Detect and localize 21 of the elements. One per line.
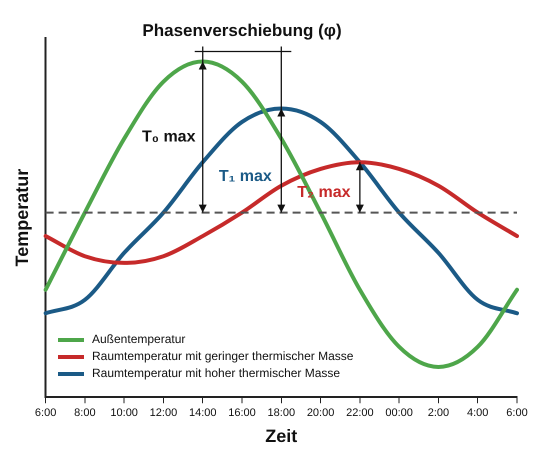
- x-tick-label: 22:00: [346, 406, 374, 419]
- legend-label: Raumtemperatur mit hoher thermischer Masse: [92, 365, 340, 382]
- x-axis-title: Zeit: [265, 426, 298, 446]
- legend-label: Raumtemperatur mit geringer thermischer Masse: [92, 348, 354, 365]
- x-tick-label: 6:00: [34, 406, 56, 419]
- x-tick-label: 2:00: [428, 406, 450, 419]
- text: Phasenverschiebung (φ): [142, 21, 342, 40]
- x-tick-label: 6:00: [506, 406, 528, 419]
- annotation: T₁ max: [218, 168, 272, 185]
- x-tick-label: 10:00: [110, 406, 138, 419]
- x-tick-label: 20:00: [306, 406, 334, 419]
- annotation: T₀ max: [142, 128, 196, 146]
- x-tick-label: 18:00: [268, 406, 296, 419]
- x-tick-label: 16:00: [228, 406, 256, 419]
- legend-label: Außentemperatur: [92, 331, 186, 348]
- x-tick-label: 14:00: [188, 406, 216, 419]
- x-tick-label: 4:00: [467, 406, 488, 419]
- x-tick-label: 8:00: [74, 406, 96, 419]
- x-tick-label: 12:00: [150, 406, 178, 419]
- x-tick-label: 00:00: [385, 406, 413, 419]
- y-axis-title: Temperatur: [12, 168, 32, 266]
